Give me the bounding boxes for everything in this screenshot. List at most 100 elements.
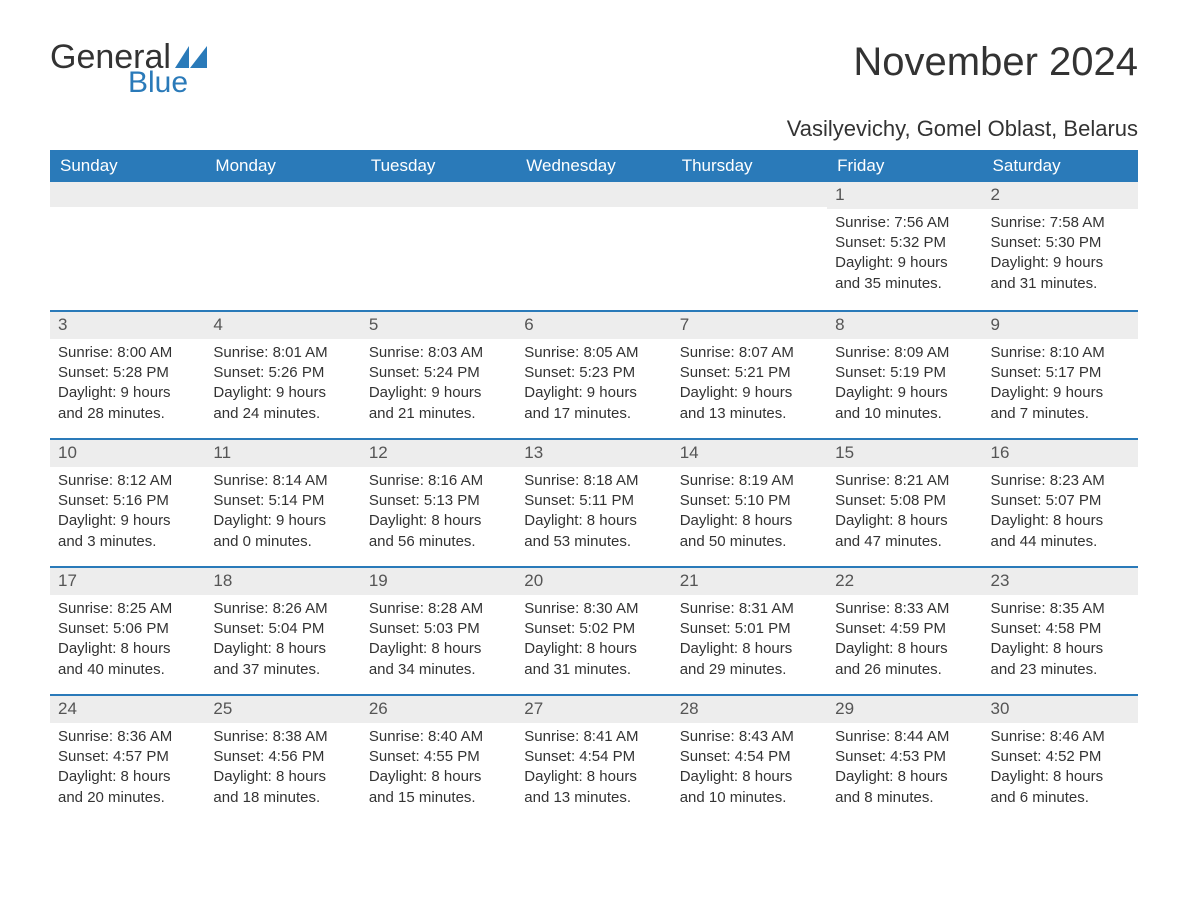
day-number: 23	[983, 568, 1138, 595]
day-d1: Daylight: 8 hours	[680, 511, 819, 531]
day-cell: 22Sunrise: 8:33 AMSunset: 4:59 PMDayligh…	[827, 568, 982, 694]
day-sunrise: Sunrise: 8:46 AM	[991, 727, 1130, 747]
day-sunrise: Sunrise: 8:03 AM	[369, 343, 508, 363]
day-sunrise: Sunrise: 8:41 AM	[524, 727, 663, 747]
day-d1: Daylight: 9 hours	[213, 383, 352, 403]
day-sunrise: Sunrise: 8:18 AM	[524, 471, 663, 491]
day-number: 11	[205, 440, 360, 467]
day-d1: Daylight: 8 hours	[369, 639, 508, 659]
day-sunrise: Sunrise: 8:21 AM	[835, 471, 974, 491]
day-number: 9	[983, 312, 1138, 339]
day-number: 18	[205, 568, 360, 595]
day-d2: and 13 minutes.	[524, 788, 663, 808]
day-sunset: Sunset: 5:32 PM	[835, 233, 974, 253]
day-d2: and 7 minutes.	[991, 404, 1130, 424]
day-d1: Daylight: 8 hours	[680, 767, 819, 787]
day-sunrise: Sunrise: 7:58 AM	[991, 213, 1130, 233]
day-sunset: Sunset: 5:06 PM	[58, 619, 197, 639]
day-d2: and 6 minutes.	[991, 788, 1130, 808]
day-d2: and 31 minutes.	[524, 660, 663, 680]
brand-flag-icon	[175, 46, 207, 68]
weekday-header: Saturday	[983, 150, 1138, 182]
day-cell: 7Sunrise: 8:07 AMSunset: 5:21 PMDaylight…	[672, 312, 827, 438]
day-d2: and 44 minutes.	[991, 532, 1130, 552]
week-row: 17Sunrise: 8:25 AMSunset: 5:06 PMDayligh…	[50, 566, 1138, 694]
day-sunrise: Sunrise: 8:40 AM	[369, 727, 508, 747]
day-number: 24	[50, 696, 205, 723]
day-d1: Daylight: 8 hours	[369, 767, 508, 787]
day-number: 3	[50, 312, 205, 339]
day-number: 30	[983, 696, 1138, 723]
day-d1: Daylight: 8 hours	[58, 639, 197, 659]
day-d1: Daylight: 9 hours	[991, 253, 1130, 273]
day-d2: and 50 minutes.	[680, 532, 819, 552]
day-cell: 26Sunrise: 8:40 AMSunset: 4:55 PMDayligh…	[361, 696, 516, 822]
weekday-header: Thursday	[672, 150, 827, 182]
day-d1: Daylight: 8 hours	[835, 639, 974, 659]
day-cell: 19Sunrise: 8:28 AMSunset: 5:03 PMDayligh…	[361, 568, 516, 694]
day-d1: Daylight: 9 hours	[369, 383, 508, 403]
day-number: 1	[827, 182, 982, 209]
day-cell: 14Sunrise: 8:19 AMSunset: 5:10 PMDayligh…	[672, 440, 827, 566]
day-cell: 28Sunrise: 8:43 AMSunset: 4:54 PMDayligh…	[672, 696, 827, 822]
day-cell: 12Sunrise: 8:16 AMSunset: 5:13 PMDayligh…	[361, 440, 516, 566]
day-d2: and 8 minutes.	[835, 788, 974, 808]
day-sunset: Sunset: 5:19 PM	[835, 363, 974, 383]
day-sunset: Sunset: 4:53 PM	[835, 747, 974, 767]
day-cell: 5Sunrise: 8:03 AMSunset: 5:24 PMDaylight…	[361, 312, 516, 438]
day-cell: 1 Sunrise: 7:56 AMSunset: 5:32 PMDaylight…	[827, 182, 982, 310]
day-number: 16	[983, 440, 1138, 467]
day-sunrise: Sunrise: 8:16 AM	[369, 471, 508, 491]
day-d1: Daylight: 8 hours	[524, 767, 663, 787]
week-row: 1Sunrise: 7:56 AMSunset: 5:32 PMDaylight…	[50, 182, 1138, 310]
day-number: 27	[516, 696, 671, 723]
day-sunrise: Sunrise: 8:33 AM	[835, 599, 974, 619]
day-d2: and 10 minutes.	[680, 788, 819, 808]
day-cell	[672, 182, 827, 310]
day-sunset: Sunset: 4:54 PM	[680, 747, 819, 767]
day-d1: Daylight: 8 hours	[524, 639, 663, 659]
day-d1: Daylight: 9 hours	[58, 383, 197, 403]
day-number: 4	[205, 312, 360, 339]
day-sunset: Sunset: 5:11 PM	[524, 491, 663, 511]
day-cell: 30Sunrise: 8:46 AMSunset: 4:52 PMDayligh…	[983, 696, 1138, 822]
day-sunrise: Sunrise: 8:36 AM	[58, 727, 197, 747]
day-d1: Daylight: 8 hours	[991, 767, 1130, 787]
day-sunset: Sunset: 4:57 PM	[58, 747, 197, 767]
day-d2: and 47 minutes.	[835, 532, 974, 552]
day-sunrise: Sunrise: 8:07 AM	[680, 343, 819, 363]
location-label: Vasilyevichy, Gomel Oblast, Belarus	[50, 116, 1138, 142]
day-sunrise: Sunrise: 8:38 AM	[213, 727, 352, 747]
day-d1: Daylight: 9 hours	[991, 383, 1130, 403]
day-d1: Daylight: 8 hours	[991, 511, 1130, 531]
day-sunset: Sunset: 5:01 PM	[680, 619, 819, 639]
day-number: 29	[827, 696, 982, 723]
day-number: 14	[672, 440, 827, 467]
day-sunset: Sunset: 5:16 PM	[58, 491, 197, 511]
day-d2: and 24 minutes.	[213, 404, 352, 424]
day-d2: and 40 minutes.	[58, 660, 197, 680]
day-cell: 21Sunrise: 8:31 AMSunset: 5:01 PMDayligh…	[672, 568, 827, 694]
day-number-empty	[205, 182, 360, 207]
day-d1: Daylight: 8 hours	[991, 639, 1130, 659]
day-d2: and 15 minutes.	[369, 788, 508, 808]
day-d2: and 21 minutes.	[369, 404, 508, 424]
day-number: 2	[983, 182, 1138, 209]
day-d2: and 28 minutes.	[58, 404, 197, 424]
day-sunrise: Sunrise: 8:28 AM	[369, 599, 508, 619]
day-d2: and 56 minutes.	[369, 532, 508, 552]
day-sunrise: Sunrise: 7:56 AM	[835, 213, 974, 233]
day-cell: 17Sunrise: 8:25 AMSunset: 5:06 PMDayligh…	[50, 568, 205, 694]
day-d1: Daylight: 9 hours	[835, 253, 974, 273]
day-cell: 6Sunrise: 8:05 AMSunset: 5:23 PMDaylight…	[516, 312, 671, 438]
day-sunrise: Sunrise: 8:12 AM	[58, 471, 197, 491]
calendar: Sunday Monday Tuesday Wednesday Thursday…	[50, 150, 1138, 822]
day-d1: Daylight: 9 hours	[524, 383, 663, 403]
day-cell: 13Sunrise: 8:18 AMSunset: 5:11 PMDayligh…	[516, 440, 671, 566]
day-number-empty	[50, 182, 205, 207]
day-d1: Daylight: 9 hours	[835, 383, 974, 403]
day-cell	[516, 182, 671, 310]
day-sunset: Sunset: 5:24 PM	[369, 363, 508, 383]
day-sunset: Sunset: 4:54 PM	[524, 747, 663, 767]
day-sunset: Sunset: 5:14 PM	[213, 491, 352, 511]
